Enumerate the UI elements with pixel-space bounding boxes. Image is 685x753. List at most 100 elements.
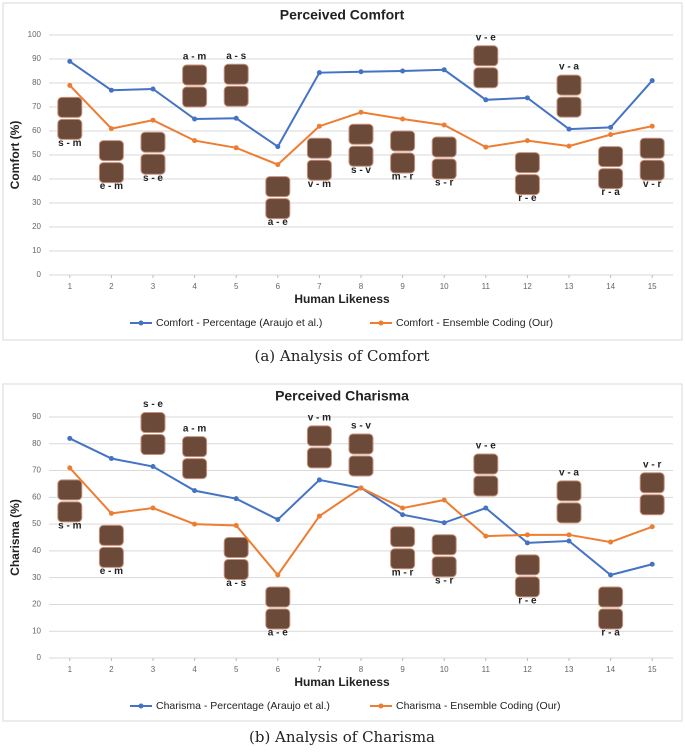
data-point: [608, 572, 614, 578]
chart-title: Perceived Charisma: [275, 388, 409, 404]
pair-label: a - s: [226, 51, 246, 62]
y-tick-label: 0: [37, 653, 42, 662]
data-point: [233, 496, 239, 502]
data-point: [566, 126, 572, 132]
pair-label: v - a: [559, 62, 579, 73]
face-image: [98, 546, 124, 568]
x-tick-label: 15: [648, 282, 657, 291]
data-point: [108, 456, 114, 462]
x-tick-label: 10: [440, 665, 449, 674]
data-point: [150, 464, 156, 470]
pair-label: a - s: [226, 578, 246, 589]
face-image: [431, 158, 457, 180]
x-tick-label: 3: [151, 665, 156, 674]
data-point: [483, 144, 489, 150]
data-point: [441, 497, 447, 503]
x-tick-label: 1: [68, 282, 73, 291]
face-image: [514, 576, 540, 598]
face-image: [598, 146, 624, 168]
face-image: [223, 63, 249, 85]
data-point: [192, 138, 198, 144]
y-tick-label: 90: [32, 54, 41, 63]
face-image: [265, 608, 291, 630]
y-axis-title: Charisma (%): [8, 499, 22, 576]
face-image: [639, 472, 665, 494]
data-point: [67, 82, 73, 88]
face-image: [348, 123, 374, 145]
legend-label: Comfort - Percentage (Araujo et al.): [156, 317, 322, 329]
data-point: [524, 138, 530, 144]
data-point: [275, 144, 281, 150]
face-image: [431, 534, 457, 556]
y-tick-label: 20: [32, 222, 41, 231]
x-tick-label: 5: [234, 665, 239, 674]
face-image: [57, 479, 83, 501]
face-image: [182, 86, 208, 108]
pair-label: s - r: [435, 575, 453, 586]
pair-label: m - r: [392, 172, 414, 183]
data-point: [67, 435, 73, 441]
face-image: [473, 45, 499, 67]
pair-label: a - m: [183, 52, 206, 63]
pair-label: s - e: [143, 173, 163, 184]
y-tick-label: 40: [32, 546, 41, 555]
y-tick-label: 20: [32, 600, 41, 609]
y-tick-label: 100: [28, 30, 42, 39]
face-image: [182, 458, 208, 480]
pair-label: s - r: [435, 178, 453, 189]
chart-frame: [2, 383, 683, 722]
face-image: [431, 136, 457, 158]
face-image: [223, 536, 249, 558]
x-tick-label: 7: [317, 665, 322, 674]
face-image: [556, 96, 582, 118]
face-image: [639, 159, 665, 181]
face-image: [598, 608, 624, 630]
data-point: [649, 123, 655, 129]
pair-label: v - e: [476, 32, 496, 43]
pair-label: a - e: [268, 217, 288, 228]
x-tick-label: 4: [192, 665, 197, 674]
data-point: [608, 132, 614, 138]
pair-label: e - m: [100, 566, 123, 577]
y-tick-label: 50: [32, 150, 41, 159]
x-tick-label: 8: [359, 665, 364, 674]
data-point: [566, 532, 572, 538]
pair-label: r - e: [518, 595, 537, 606]
face-image: [348, 145, 374, 167]
x-tick-label: 13: [565, 665, 574, 674]
face-image: [57, 501, 83, 523]
face-image: [57, 118, 83, 140]
legend-marker: [378, 320, 384, 326]
data-point: [108, 87, 114, 93]
legend-marker: [138, 320, 144, 326]
face-image: [98, 162, 124, 184]
data-point: [608, 124, 614, 130]
face-image: [598, 586, 624, 608]
data-point: [192, 488, 198, 494]
y-tick-label: 50: [32, 519, 41, 528]
x-tick-label: 12: [523, 665, 532, 674]
data-point: [150, 86, 156, 92]
pair-label: v - r: [643, 179, 661, 190]
face-image: [140, 153, 166, 175]
y-tick-label: 70: [32, 466, 41, 475]
legend-label: Charisma - Percentage (Araujo et al.): [156, 700, 330, 712]
caption: (a) Analysis of Comfort: [255, 347, 430, 365]
x-tick-label: 2: [109, 282, 114, 291]
data-point: [483, 533, 489, 539]
x-tick-label: 13: [565, 282, 574, 291]
face-image: [265, 198, 291, 220]
data-point: [316, 513, 322, 519]
chart-frame: [2, 2, 683, 341]
data-point: [233, 145, 239, 151]
data-point: [524, 540, 530, 546]
data-point: [483, 97, 489, 103]
data-point: [358, 69, 364, 75]
face-image: [265, 176, 291, 198]
data-point: [358, 109, 364, 115]
x-tick-label: 11: [482, 282, 491, 291]
pair-label: s - v: [351, 165, 371, 176]
data-point: [441, 122, 447, 128]
pair-label: m - r: [392, 567, 414, 578]
pair-label: s - m: [58, 521, 81, 532]
